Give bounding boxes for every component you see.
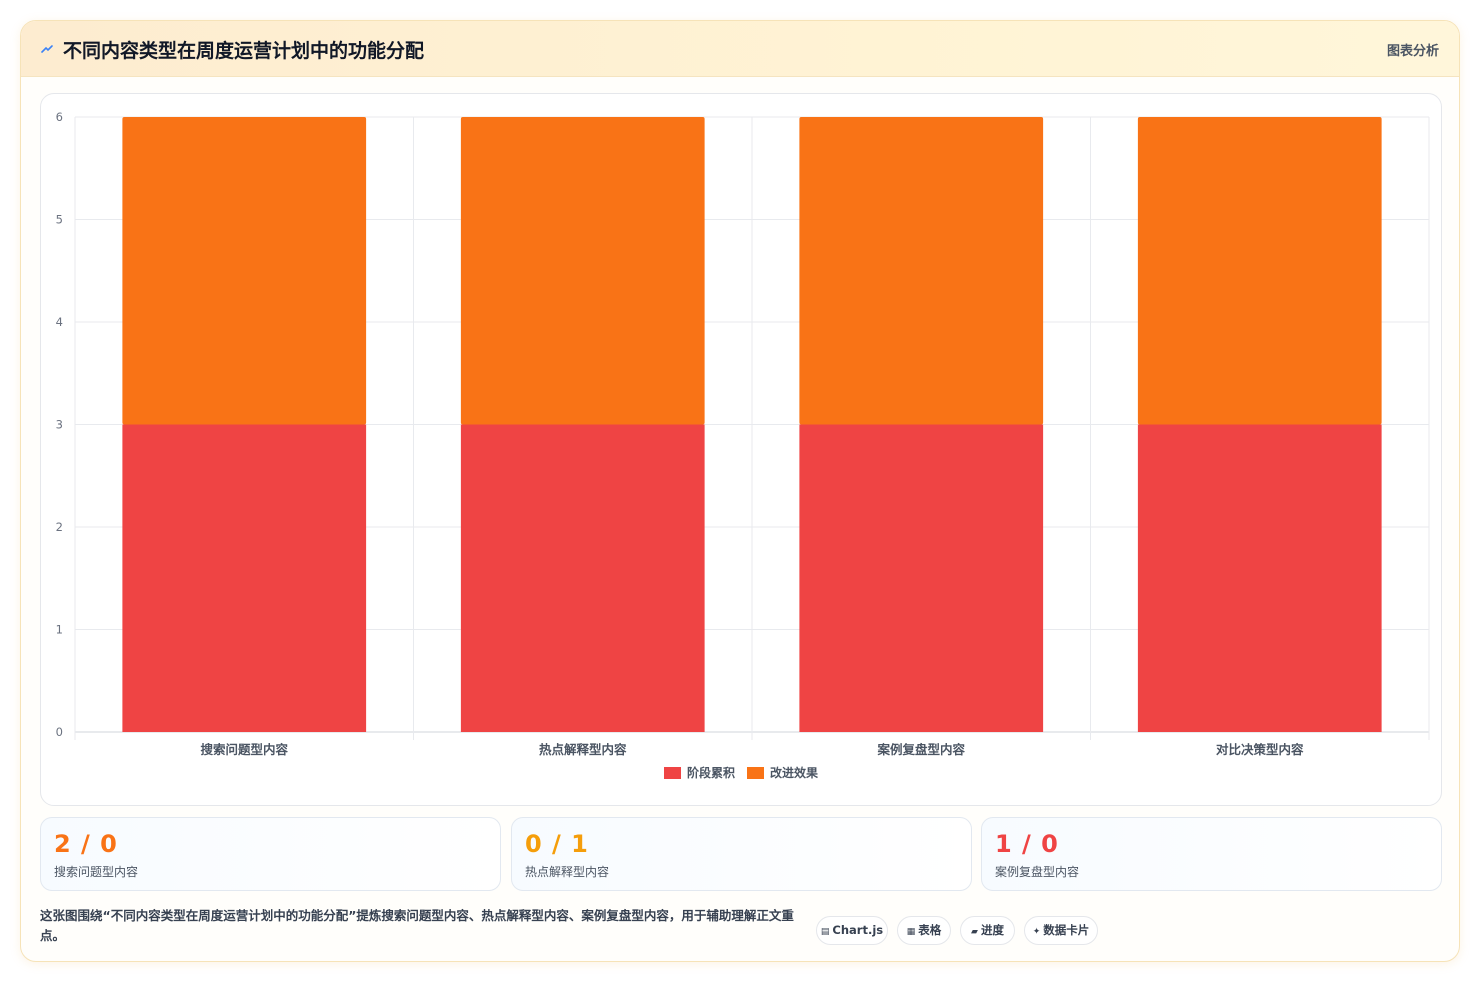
y-tick-label: 4	[56, 315, 63, 329]
stat-value: 2 / 0	[54, 830, 118, 858]
chart-description: 这张图围绕“不同内容类型在周度运营计划中的功能分配”提炼搜索问题型内容、热点解释…	[40, 908, 794, 943]
bar-segment	[122, 117, 367, 425]
trend-line-icon	[41, 45, 53, 53]
y-tick-label: 1	[56, 623, 63, 637]
table-icon: ▦	[906, 927, 916, 937]
chart-icon: ▤	[820, 927, 830, 937]
legend-label: 改进效果	[770, 765, 818, 780]
y-tick-label: 2	[56, 520, 63, 534]
chip-label: 表格	[918, 923, 942, 937]
stat-card-hotspot: 0 / 1 热点解释型内容	[511, 817, 972, 891]
y-tick-label: 6	[56, 110, 63, 124]
x-tick-label: 热点解释型内容	[539, 742, 627, 757]
chip-progress[interactable]: ▰ 进度	[960, 916, 1015, 945]
card-header: 不同内容类型在周度运营计划中的功能分配 图表分析	[21, 21, 1459, 77]
stat-label: 热点解释型内容	[525, 865, 610, 879]
legend-swatch	[664, 767, 681, 779]
bar-segment	[460, 117, 705, 425]
legend-swatch	[747, 767, 764, 779]
chart-card: 不同内容类型在周度运营计划中的功能分配 图表分析 0 1 2 3 4 5 6 搜索问题型内容热…	[20, 20, 1460, 962]
x-tick-label: 搜索问题型内容	[200, 742, 288, 757]
chip-chartjs[interactable]: ▤ Chart.js	[816, 916, 888, 945]
bar-segment	[122, 424, 367, 732]
sparkle-icon: ✦	[1032, 927, 1041, 937]
stat-label: 案例复盘型内容	[995, 865, 1080, 879]
x-tick-label: 对比决策型内容	[1216, 742, 1304, 757]
chip-table[interactable]: ▦ 表格	[897, 916, 951, 945]
stat-card-case: 1 / 0 案例复盘型内容	[981, 817, 1442, 891]
stat-value: 1 / 0	[995, 830, 1059, 858]
bar-segment	[1137, 424, 1382, 732]
chart-analysis-tag: 图表分析	[1386, 44, 1439, 59]
bar-segment	[460, 424, 705, 732]
bar-segment	[799, 424, 1044, 732]
y-tick-label: 3	[56, 418, 63, 432]
progress-icon: ▰	[971, 927, 978, 937]
stat-card-search: 2 / 0 搜索问题型内容	[40, 817, 501, 891]
page-title: 不同内容类型在周度运营计划中的功能分配	[63, 40, 425, 62]
chip-data-card[interactable]: ✦ 数据卡片	[1024, 916, 1098, 945]
chip-label: 数据卡片	[1043, 923, 1090, 937]
stat-value: 0 / 1	[525, 830, 589, 858]
chip-label: Chart.js	[832, 923, 884, 937]
y-tick-label: 0	[56, 725, 63, 739]
chart-container: 0 1 2 3 4 5 6 搜索问题型内容 热点解释型内容 案例复盘型内容 对比决策型内容阶段累积 改…	[40, 93, 1442, 806]
x-tick-label: 案例复盘型内容	[876, 742, 965, 757]
stat-label: 搜索问题型内容	[54, 865, 139, 879]
legend-label: 阶段累积	[687, 765, 735, 780]
chip-label: 进度	[980, 923, 1004, 937]
y-tick-label: 5	[56, 213, 63, 227]
bar-segment	[799, 117, 1044, 425]
bar-segment	[1137, 117, 1382, 425]
